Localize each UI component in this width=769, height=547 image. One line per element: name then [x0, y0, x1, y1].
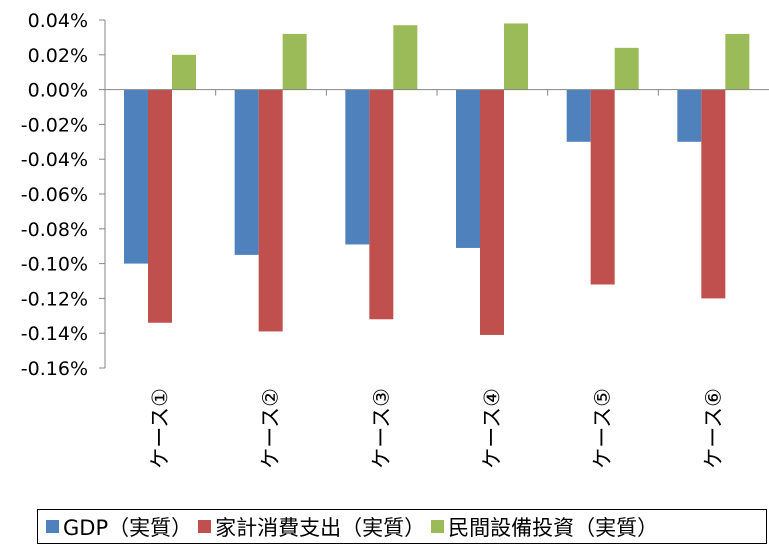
legend: GDP（実質） 家計消費支出（実質） 民間設備投資（実質）: [37, 509, 767, 544]
y-tick-label: -0.06%: [21, 184, 88, 206]
bars: [124, 23, 750, 335]
legend-swatch-gdp: [46, 520, 59, 533]
legend-item-gdp: GDP（実質）: [46, 512, 192, 542]
x-category-label: ケース①: [148, 388, 172, 469]
y-tick-label: 0.02%: [28, 45, 88, 67]
bar: [677, 89, 702, 142]
bar: [369, 89, 394, 320]
legend-swatch-private-investment: [431, 520, 445, 533]
bar: [282, 33, 307, 90]
bar-chart: 0.04% 0.02% 0.00% -0.02% -0.04% -0.06% -0.08% -…: [21, 10, 769, 469]
y-tick-label: -0.10%: [21, 254, 88, 276]
x-category-label: ケース⑥: [701, 388, 725, 469]
bar: [614, 47, 639, 90]
bar: [148, 89, 172, 323]
y-tick-label: -0.12%: [21, 288, 88, 310]
y-tick-label: -0.02%: [21, 114, 88, 136]
bar: [590, 89, 615, 285]
legend-swatch-household-consumption: [198, 520, 212, 533]
legend-label-private-investment: 民間設備投資（実質）: [448, 515, 659, 540]
bar: [566, 89, 591, 142]
y-tick-label: -0.14%: [21, 323, 88, 345]
bar: [172, 54, 196, 90]
bar: [124, 89, 148, 264]
bar: [480, 89, 504, 335]
y-tick-label: 0.04%: [28, 10, 88, 32]
bar: [258, 89, 283, 332]
bar: [234, 89, 259, 255]
legend-label-household-consumption: 家計消費支出（実質）: [215, 515, 426, 540]
x-category-label: ケース④: [480, 388, 504, 469]
x-axis-category-labels: ケース① ケース② ケース③ ケース④ ケース⑤ ケース⑥: [148, 388, 725, 469]
legend-item-household-consumption: 家計消費支出（実質）: [198, 512, 425, 542]
y-tick-label: -0.08%: [21, 219, 88, 241]
bar: [725, 33, 750, 90]
x-category-label: ケース⑤: [591, 388, 615, 469]
y-tick-label: 0.00%: [28, 80, 88, 102]
y-tick-label: -0.16%: [21, 358, 88, 380]
bar: [456, 89, 480, 248]
x-category-label: ケース③: [369, 388, 393, 469]
bar: [701, 89, 726, 299]
axes: [99, 19, 769, 369]
legend-item-private-investment: 民間設備投資（実質）: [431, 512, 658, 542]
legend-label-gdp: GDP（実質）: [63, 515, 193, 540]
bar: [504, 23, 528, 90]
y-axis-tick-labels: 0.04% 0.02% 0.00% -0.02% -0.04% -0.06% -0.08% -…: [21, 10, 88, 380]
bar: [393, 25, 418, 90]
x-category-label: ケース②: [259, 388, 283, 469]
bar: [345, 89, 370, 245]
y-tick-label: -0.04%: [21, 149, 88, 171]
